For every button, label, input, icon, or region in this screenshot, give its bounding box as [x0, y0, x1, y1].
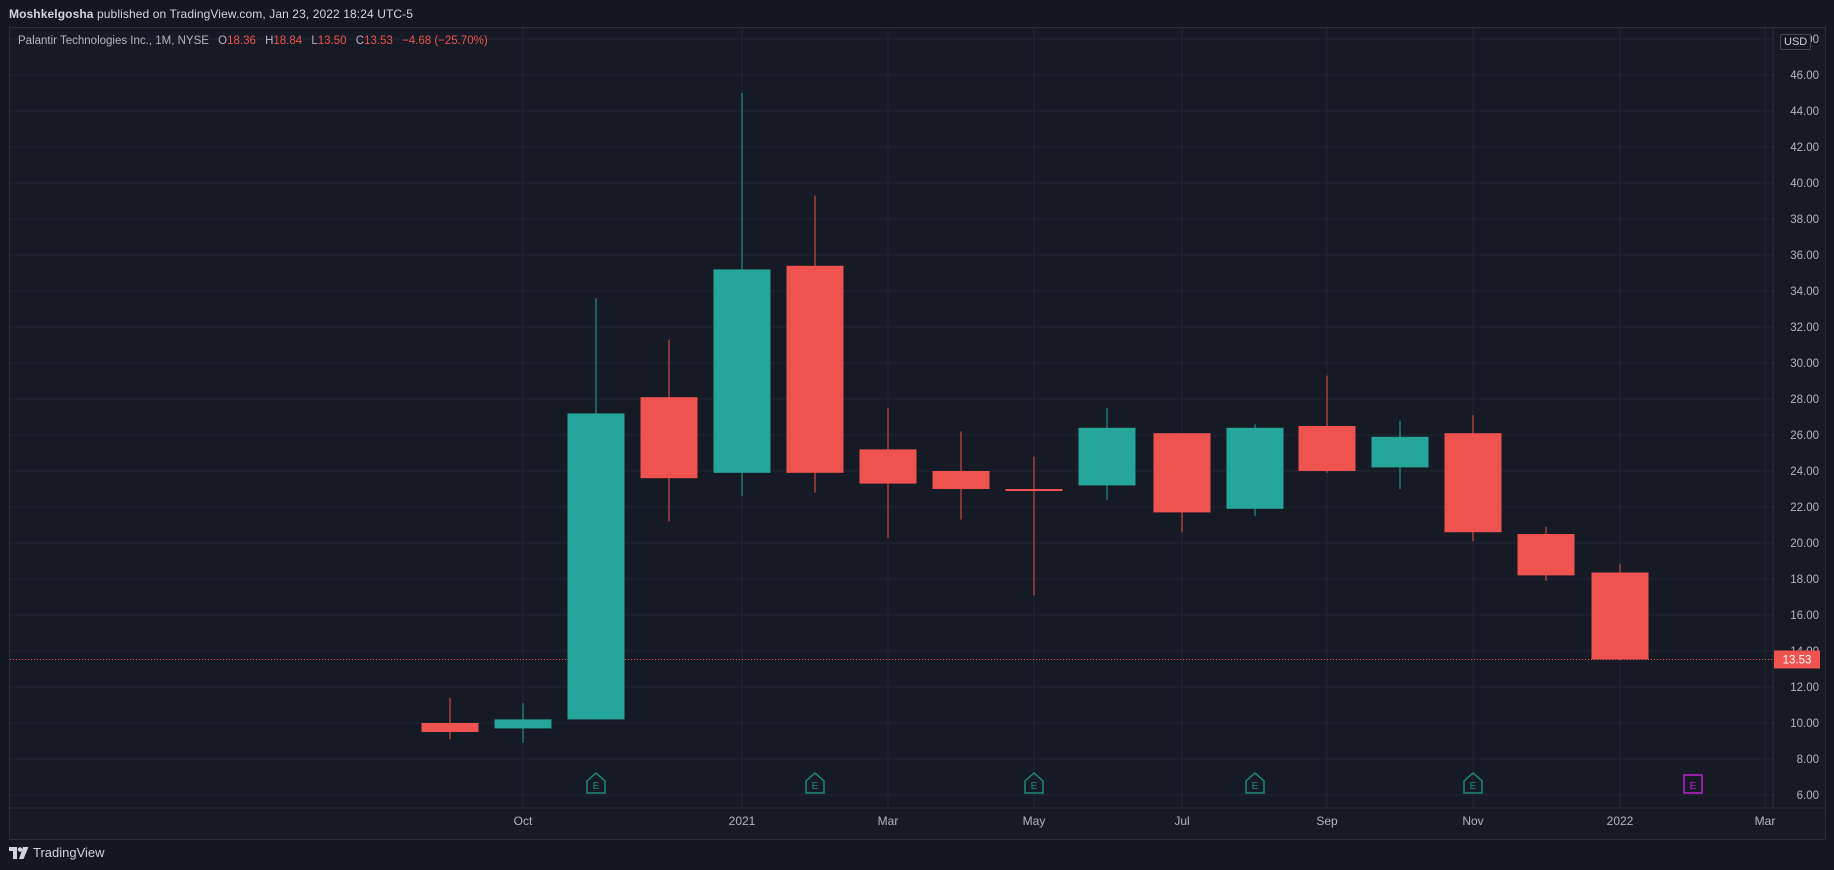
candle-body — [1517, 534, 1575, 576]
close-label: C — [355, 35, 365, 47]
candle-body — [1591, 572, 1649, 660]
candle-body — [713, 269, 771, 473]
earnings-marker — [1024, 771, 1044, 794]
symbol-label[interactable]: Palantir Technologies Inc., 1M, NYSE — [18, 35, 209, 47]
candle-body — [859, 449, 917, 484]
brand-name: TradingView — [33, 845, 105, 860]
candle-body — [1444, 433, 1502, 533]
candle-body — [421, 723, 479, 732]
y-tick-label: 30.00 — [1790, 358, 1819, 370]
grid-lines — [10, 28, 1826, 809]
earnings-marker-label: E — [593, 781, 600, 792]
earnings-marker — [805, 771, 825, 794]
x-tick-label: Sep — [1316, 814, 1338, 828]
candle-body — [567, 413, 625, 720]
y-tick-label: 26.00 — [1790, 430, 1819, 442]
time-axis: Oct 2021 Mar May Jul Sep Nov 2022 Mar — [514, 814, 1776, 828]
symbol-legend: Palantir Technologies Inc., 1M, NYSE O18… — [18, 35, 488, 47]
earnings-marker-label: E — [1252, 781, 1259, 792]
candle-body — [1371, 436, 1429, 468]
earnings-marker-label: E — [1031, 781, 1038, 792]
earnings-marker — [1245, 771, 1265, 794]
currency-label[interactable]: USD — [1780, 34, 1812, 50]
footer-brand[interactable]: TradingView — [9, 845, 105, 860]
high-label: H — [265, 35, 274, 47]
earnings-marker — [1463, 771, 1483, 794]
candle-body — [1153, 433, 1211, 513]
y-tick-label: 24.00 — [1790, 466, 1819, 478]
earnings-marker-upcoming — [1683, 774, 1703, 794]
chart-frame — [9, 27, 1826, 840]
y-tick-label: 16.00 — [1790, 610, 1819, 622]
x-tick-label: 2022 — [1607, 814, 1634, 828]
x-tick-label: Nov — [1462, 814, 1483, 828]
y-tick-label: 6.00 — [1797, 790, 1819, 802]
earnings-marker-label: E — [812, 781, 819, 792]
candle-body — [1226, 427, 1284, 509]
change-value: −4.68 (−25.70%) — [402, 35, 488, 47]
candle-body — [1298, 426, 1356, 471]
publish-info: Moshkelgosha published on TradingView.co… — [9, 7, 413, 21]
candle-body — [640, 397, 698, 479]
high-value: 18.84 — [273, 35, 303, 47]
candle-body — [1005, 489, 1063, 491]
x-tick-label: Jul — [1174, 814, 1189, 828]
candle-body — [786, 265, 844, 473]
open-value: 18.36 — [227, 35, 256, 47]
y-tick-label: 36.00 — [1790, 250, 1819, 262]
y-tick-label: 38.00 — [1790, 214, 1819, 226]
earnings-marker-label: E — [1470, 781, 1477, 792]
x-tick-label: Mar — [878, 814, 899, 828]
last-price-badge — [1774, 650, 1820, 669]
y-tick-label: 34.00 — [1790, 286, 1819, 298]
y-tick-label: 22.00 — [1790, 502, 1819, 514]
author-name[interactable]: Moshkelgosha — [9, 7, 94, 21]
price-axis: 6.008.0010.0012.0014.0016.0018.0020.0022… — [1774, 34, 1820, 802]
candles — [421, 93, 1649, 743]
close-value: 13.53 — [364, 35, 393, 47]
low-label: L — [311, 35, 318, 47]
y-tick-label: 40.00 — [1790, 178, 1819, 190]
x-tick-label: Oct — [514, 814, 533, 828]
earnings-marker-label: E — [1690, 781, 1697, 792]
tradingview-logo-icon — [9, 846, 29, 859]
y-tick-label: 46.00 — [1790, 70, 1819, 82]
y-tick-label: 10.00 — [1790, 718, 1819, 730]
y-tick-label: 28.00 — [1790, 394, 1819, 406]
y-tick-label: 44.00 — [1790, 106, 1819, 118]
y-tick-label: 12.00 — [1790, 682, 1819, 694]
open-label: O — [218, 35, 228, 47]
candle-body — [1078, 427, 1136, 486]
x-tick-label: Mar — [1755, 814, 1776, 828]
last-price-label: 13.53 — [1783, 654, 1812, 666]
publish-text: published on TradingView.com, Jan 23, 20… — [97, 7, 414, 21]
low-value: 13.50 — [317, 35, 347, 47]
candle-body — [932, 471, 990, 489]
x-tick-label: May — [1023, 814, 1046, 828]
y-tick-label: 20.00 — [1790, 538, 1819, 550]
candle-body — [494, 719, 552, 729]
x-tick-label: 2021 — [729, 814, 756, 828]
earnings-marker — [586, 771, 606, 794]
y-tick-label: 8.00 — [1797, 754, 1819, 766]
y-tick-label: 42.00 — [1790, 142, 1819, 154]
y-tick-label: 32.00 — [1790, 322, 1819, 334]
y-tick-label: 18.00 — [1790, 574, 1819, 586]
